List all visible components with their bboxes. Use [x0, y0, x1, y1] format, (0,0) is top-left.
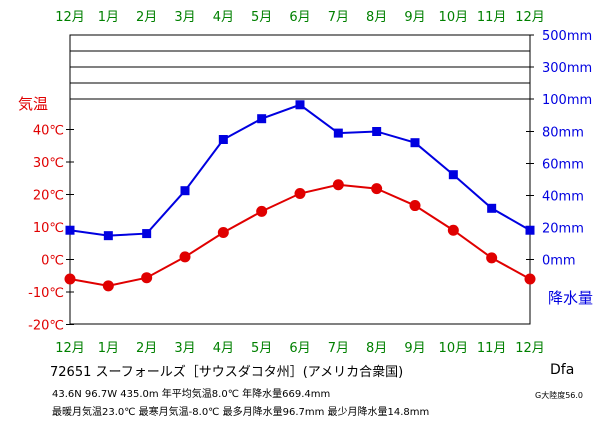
temperature-tick-label: 0℃ [41, 254, 64, 269]
temperature-tick-label: -10℃ [28, 286, 64, 301]
temperature-tick-label: -20℃ [28, 319, 64, 334]
precipitation-point [65, 225, 75, 235]
temperature-tick-label: 40℃ [33, 124, 64, 139]
precipitation-point [257, 114, 267, 124]
precipitation-tick-label: 500mm [542, 29, 592, 44]
month-label-bottom: 4月 [213, 341, 234, 356]
month-label-bottom: 1月 [98, 341, 119, 356]
temperature-point [217, 227, 229, 239]
precipitation-point [295, 100, 305, 110]
month-label-top: 12月 [55, 10, 85, 25]
temperature-point [294, 188, 306, 200]
month-label-bottom: 2月 [136, 341, 157, 356]
month-label-top: 2月 [136, 10, 157, 25]
month-label-top: 5月 [251, 10, 272, 25]
month-label-bottom: 7月 [328, 341, 349, 356]
precipitation-point [103, 231, 113, 241]
month-label-top: 7月 [328, 10, 349, 25]
month-label-top: 8月 [366, 10, 387, 25]
temperature-point [486, 252, 498, 264]
month-label-bottom: 9月 [404, 341, 425, 356]
precipitation-line [69, 103, 531, 237]
station-name: 72651 スーフォールズ［サウスダコタ州］(アメリカ合衆国) [50, 365, 404, 380]
month-label-bottom: 10月 [439, 341, 469, 356]
temperature-point [102, 280, 114, 292]
month-label-top: 11月 [477, 10, 507, 25]
precipitation-point [372, 127, 382, 136]
precipitation-point [180, 186, 190, 196]
month-label-bottom: 6月 [289, 341, 310, 356]
precipitation-tick-label: 20mm [542, 222, 584, 237]
temperature-point [64, 273, 76, 285]
precipitation-tick-label: 0mm [542, 254, 576, 269]
temperature-point [256, 205, 268, 217]
precipitation-point [487, 203, 497, 213]
temperature-point [447, 224, 459, 236]
month-label-bottom: 12月 [55, 341, 85, 356]
month-label-bottom: 12月 [515, 341, 545, 356]
month-label-top: 12月 [515, 10, 545, 25]
station-stats-line-2: 最暖月気温23.0℃ 最寒月気温-8.0℃ 最多月降水量96.7mm 最少月降水… [52, 407, 430, 418]
month-label-top: 3月 [174, 10, 195, 25]
station-stats-line-1: 43.6N 96.7W 435.0m 年平均気温8.0℃ 年降水量669.4mm [52, 389, 331, 400]
precipitation-point [142, 229, 152, 239]
precipitation-tick-label: 100mm [542, 93, 592, 108]
precipitation-tick-label: 40mm [542, 190, 584, 205]
precipitation-point [525, 225, 535, 235]
temperature-point [409, 200, 421, 212]
temperature-point [141, 272, 153, 284]
precipitation-point [333, 128, 343, 138]
temperature-tick-label: 10℃ [33, 221, 64, 236]
precipitation-point [218, 135, 228, 144]
month-label-top: 10月 [439, 10, 469, 25]
temperature-tick-label: 20℃ [33, 189, 64, 204]
month-label-top: 9月 [404, 10, 425, 25]
month-label-top: 4月 [213, 10, 234, 25]
precipitation-point [448, 170, 458, 180]
month-label-top: 1月 [98, 10, 119, 25]
temperature-point [371, 183, 383, 195]
month-label-bottom: 5月 [251, 341, 272, 356]
continentality-index: G大陸度56.0 [535, 391, 584, 400]
temperature-tick-label: 30℃ [33, 156, 64, 171]
month-label-bottom: 11月 [477, 341, 507, 356]
temperature-point [524, 273, 536, 285]
month-label-bottom: 3月 [174, 341, 195, 356]
precipitation-axis-label: 降水量 [548, 289, 593, 307]
precipitation-tick-label: 60mm [542, 158, 584, 173]
month-label-bottom: 8月 [366, 341, 387, 356]
precipitation-tick-label: 80mm [542, 126, 584, 141]
temperature-point [179, 251, 191, 263]
plot-frame [69, 34, 531, 325]
temperature-axis-label: 気温 [18, 95, 48, 113]
precipitation-tick-label: 300mm [542, 61, 592, 76]
climate-classification: Dfa [550, 362, 575, 378]
temperature-line [69, 183, 531, 287]
month-label-top: 6月 [289, 10, 310, 25]
precipitation-point [410, 138, 420, 148]
temperature-point [332, 179, 344, 191]
